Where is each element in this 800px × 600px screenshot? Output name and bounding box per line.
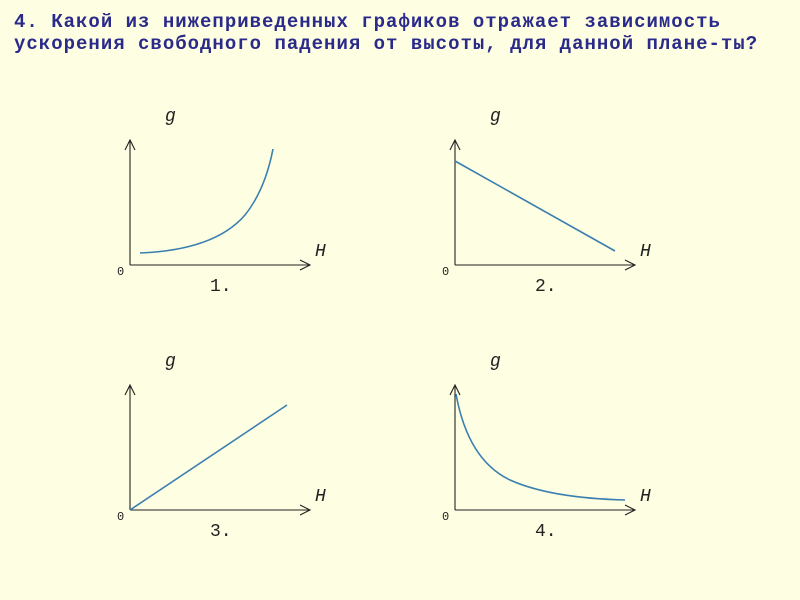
chart-3-curve xyxy=(130,405,287,510)
chart-1-number: 1. xyxy=(210,277,232,297)
chart-1-origin: 0 xyxy=(117,265,124,279)
chart-2-origin: 0 xyxy=(442,265,449,279)
chart-2-y-label: g xyxy=(490,107,501,127)
chart-2-x-label: H xyxy=(640,242,651,262)
chart-4-y-label: g xyxy=(490,352,501,372)
chart-4-origin: 0 xyxy=(442,510,449,524)
question-text: 4. Какой из нижеприведенных графиков отр… xyxy=(14,12,786,56)
chart-1: g H 0 1. xyxy=(95,105,395,325)
chart-3-origin: 0 xyxy=(117,510,124,524)
chart-3-y-label: g xyxy=(165,352,176,372)
chart-2-axes xyxy=(450,140,635,270)
chart-3-x-label: H xyxy=(315,487,326,507)
chart-2-curve xyxy=(455,161,615,251)
chart-1-curve xyxy=(140,149,273,253)
chart-grid: g H 0 1. g H 0 2. g H 0 3. g H 0 4. xyxy=(0,95,800,585)
chart-1-svg xyxy=(95,105,395,325)
chart-4-x-label: H xyxy=(640,487,651,507)
chart-4-svg xyxy=(420,350,720,570)
chart-1-y-label: g xyxy=(165,107,176,127)
chart-4: g H 0 4. xyxy=(420,350,720,570)
chart-4-curve xyxy=(456,394,625,500)
chart-1-axes xyxy=(125,140,310,270)
chart-2: g H 0 2. xyxy=(420,105,720,325)
chart-3: g H 0 3. xyxy=(95,350,395,570)
chart-1-x-label: H xyxy=(315,242,326,262)
chart-3-number: 3. xyxy=(210,522,232,542)
chart-2-number: 2. xyxy=(535,277,557,297)
chart-4-axes xyxy=(450,385,635,515)
chart-4-number: 4. xyxy=(535,522,557,542)
chart-2-svg xyxy=(420,105,720,325)
chart-3-svg xyxy=(95,350,395,570)
